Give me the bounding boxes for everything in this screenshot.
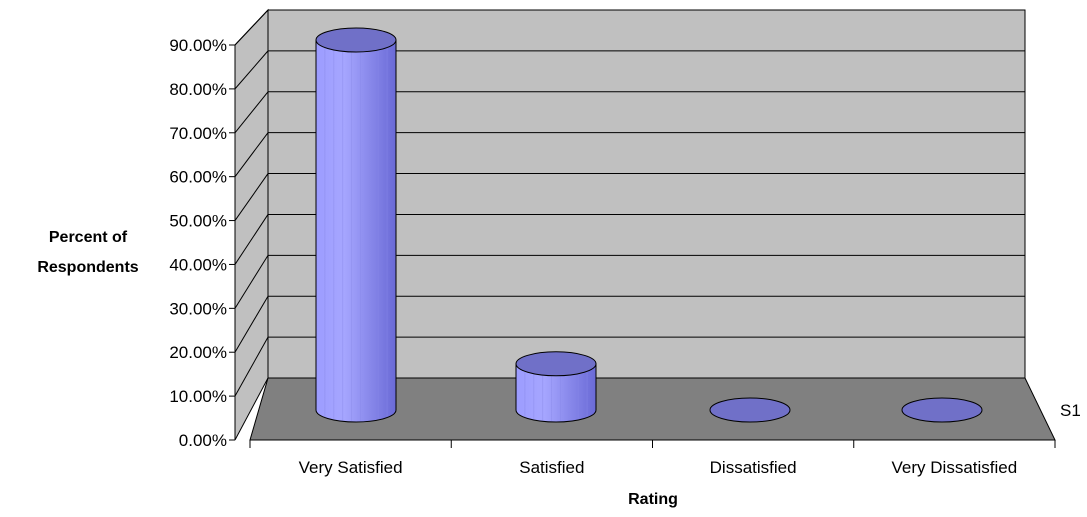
side-wall	[234, 8, 269, 441]
side-gridline	[234, 295, 269, 353]
y-tick-label: 40.00%	[169, 255, 227, 274]
bar-body	[515, 363, 597, 423]
bar-body	[315, 39, 397, 423]
y-tick-label: 20.00%	[169, 343, 227, 362]
bar-top	[315, 27, 397, 53]
y-tick-label: 0.00%	[179, 431, 227, 450]
bar-top	[901, 397, 983, 423]
bar-top	[709, 397, 791, 423]
y-axis-title-line-2: Respondents	[37, 259, 138, 276]
side-gridline	[234, 132, 269, 177]
side-gridline	[234, 9, 269, 46]
y-tick-label: 80.00%	[169, 80, 227, 99]
bar	[709, 397, 791, 423]
x-tick-label: Satisfied	[519, 458, 584, 477]
x-axis: Very Satisfied Satisfied Dissatisfied Very …	[249, 440, 1056, 477]
y-tick-label: 60.00%	[169, 168, 227, 187]
bar-top	[515, 351, 597, 377]
y-axis: 0.00% 10.00% 20.00% 30.00% 40.00% 50.00% 60.00…	[169, 36, 236, 450]
x-tick-label: Very Dissatisfied	[892, 458, 1018, 477]
x-axis-title: Rating	[628, 491, 678, 508]
side-gridline	[234, 255, 269, 309]
side-gridline	[234, 336, 269, 397]
side-gridline	[234, 173, 269, 221]
side-gridline	[234, 214, 269, 265]
side-gridline	[234, 91, 269, 134]
y-tick-label: 90.00%	[169, 36, 227, 55]
y-tick-label: 70.00%	[169, 124, 227, 143]
side-gridline	[234, 50, 269, 90]
x-tick-label: Dissatisfied	[710, 458, 797, 477]
x-tick-label: Very Satisfied	[299, 458, 403, 477]
y-tick-label: 30.00%	[169, 299, 227, 318]
bar	[315, 27, 397, 423]
series-label-s1: S1	[1060, 401, 1081, 420]
y-tick-label: 10.00%	[169, 387, 227, 406]
bar	[515, 351, 597, 423]
bars	[315, 27, 983, 423]
labels: Percent of Respondents Rating S1	[37, 229, 1080, 508]
bar	[901, 397, 983, 423]
y-axis-title-line-1: Percent of	[49, 229, 128, 246]
y-tick-label: 50.00%	[169, 212, 227, 231]
